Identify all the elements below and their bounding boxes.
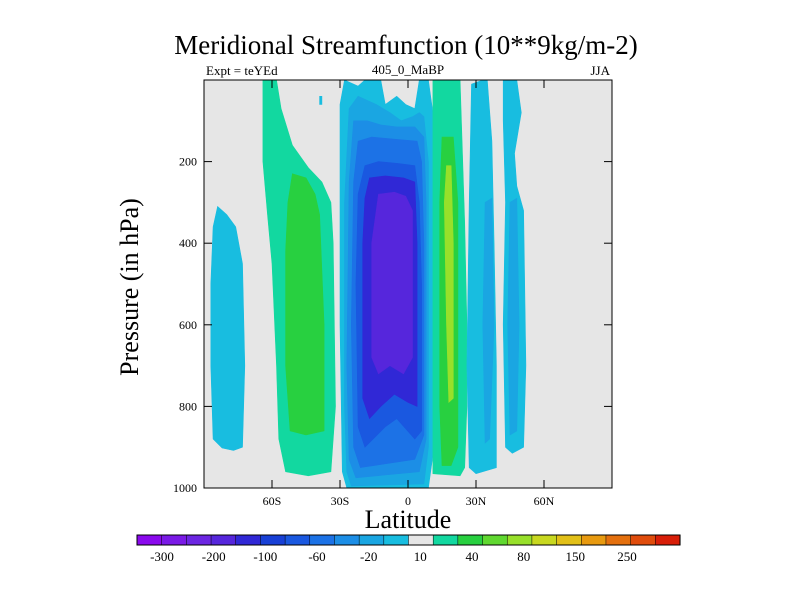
y-tick-label: 600 [179, 318, 197, 332]
colorbar-label: -200 [202, 549, 226, 564]
colorbar-label: -60 [308, 549, 325, 564]
region-nh-ferrel-10 [482, 197, 495, 444]
colorbar-label: 80 [517, 549, 530, 564]
x-tick-label: 0 [405, 494, 411, 508]
colorbar-swatch [531, 534, 558, 546]
x-tick-label: 60N [534, 494, 555, 508]
colorbar: -300 -200 -100 -60 -20 10 40 80 150 250 [136, 534, 681, 564]
region-sh-polar-cell [210, 205, 246, 451]
region-dot-south [319, 96, 323, 105]
colorbar-label: 250 [617, 549, 637, 564]
y-tick-label: 400 [179, 236, 197, 250]
colorbar-swatch [432, 534, 459, 546]
colorbar-swatch [186, 534, 212, 546]
colorbar-label: -300 [150, 549, 174, 564]
y-axis-ticks: 200 400 600 800 1000 [173, 155, 612, 495]
colorbar-swatch [358, 534, 385, 546]
colorbar-swatch [655, 534, 681, 546]
colorbar-label: 10 [414, 549, 427, 564]
region-nh-hadley-80 [443, 165, 454, 403]
period-label: 405_0_MaBP [372, 62, 444, 77]
colorbar-swatch [260, 534, 286, 546]
y-tick-label: 800 [179, 399, 197, 413]
colorbar-swatch [210, 534, 237, 546]
colorbar-swatch [506, 534, 533, 546]
contour-regions [210, 79, 527, 489]
x-axis-ticks: 60S 30S 0 30N 60N [263, 80, 555, 508]
colorbar-swatch [235, 534, 261, 546]
region-sh-hadley-200 [371, 191, 413, 375]
season-label: JJA [590, 63, 610, 78]
chart-title: Meridional Streamfunction (10**9kg/m-2) [174, 30, 637, 60]
y-tick-label: 1000 [173, 481, 197, 495]
x-axis-label: Latitude [365, 505, 452, 534]
colorbar-label: -20 [360, 549, 377, 564]
colorbar-swatch [309, 534, 335, 546]
colorbar-swatch [556, 534, 582, 546]
colorbar-swatch [284, 534, 311, 546]
y-axis-label: Pressure (in hPa) [115, 198, 144, 376]
colorbar-swatch [457, 534, 484, 546]
colorbar-label: 150 [566, 549, 586, 564]
region-sh-mid-cell-inner [285, 173, 325, 436]
colorbar-label: 40 [466, 549, 479, 564]
colorbar-frame [136, 534, 681, 546]
colorbar-label: -100 [253, 549, 277, 564]
colorbar-swatch [581, 534, 607, 546]
experiment-label: Expt = teYEd [206, 63, 278, 78]
x-tick-label: 30N [466, 494, 487, 508]
x-tick-label: 30S [331, 494, 350, 508]
colorbar-swatch [408, 534, 434, 546]
colorbar-swatch [482, 534, 508, 546]
colorbar-swatch [383, 534, 410, 546]
colorbar-swatch [161, 534, 187, 546]
x-tick-label: 60S [263, 494, 282, 508]
y-tick-label: 200 [179, 155, 197, 169]
region-nh-ferrel-10b [507, 197, 520, 436]
colorbar-swatch [136, 534, 163, 546]
colorbar-swatch [334, 534, 360, 546]
colorbar-swatch [630, 534, 656, 546]
colorbar-swatch [605, 534, 632, 546]
